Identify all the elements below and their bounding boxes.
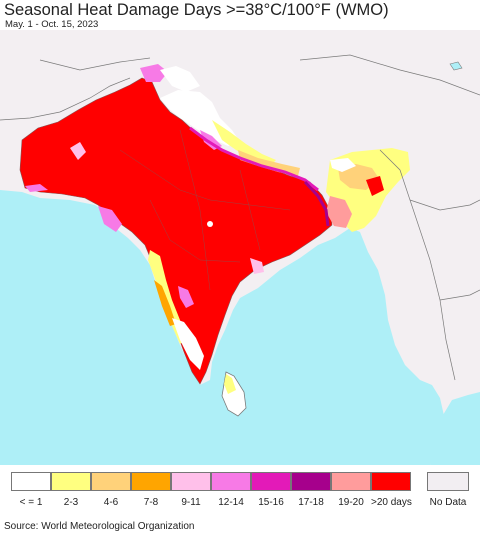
legend-swatch-5 — [171, 472, 211, 491]
legend-label-6: 12-14 — [218, 497, 244, 508]
source-note: Source: World Meteorological Organizatio… — [4, 521, 195, 532]
legend-label-3: 4-6 — [103, 497, 119, 508]
legend-label-5: 9-11 — [181, 497, 201, 508]
bhutan-white — [330, 158, 356, 172]
legend-label-1: < = 1 — [19, 497, 43, 508]
legend-swatch-4 — [131, 472, 171, 491]
legend-label-2: 2-3 — [63, 497, 79, 508]
legend: < = 1 2-3 4-6 7-8 9-11 12-14 15-16 17-18 19-20 >2… — [11, 472, 472, 514]
ocean-andaman — [430, 392, 480, 465]
pak-coast-pink — [25, 184, 48, 192]
legend-swatch-8 — [291, 472, 331, 491]
bangladesh-pink — [326, 196, 352, 228]
legend-swatch-2 — [51, 472, 91, 491]
map-subtitle: May. 1 - Oct. 15, 2023 — [5, 19, 99, 30]
border-lines — [0, 54, 480, 381]
band-purple-east — [303, 180, 330, 227]
lake — [449, 61, 463, 71]
sri-lanka-yellow — [224, 374, 236, 394]
map-title: Seasonal Heat Damage Days >=38°C/100°F (… — [4, 1, 389, 19]
legend-swatch-nodata — [427, 472, 469, 491]
legend-label-nodata: No Data — [429, 497, 467, 508]
legend-label-4: 7-8 — [143, 497, 159, 508]
ghats-white — [172, 318, 204, 370]
legend-swatch-3 — [91, 472, 131, 491]
deccan-pink — [250, 258, 264, 274]
legend-label-8: 17-18 — [298, 497, 324, 508]
ocean — [0, 190, 445, 465]
ghats-orange — [154, 280, 176, 326]
himalaya-yellow — [212, 120, 276, 166]
heat-damage-map — [0, 30, 480, 465]
legend-swatch-1 — [11, 472, 51, 491]
state-borders — [119, 129, 291, 291]
legend-label-7: 15-16 — [258, 497, 284, 508]
pak-west-pink — [70, 142, 86, 160]
legend-swatch-9 — [331, 472, 371, 491]
legend-label-9: 19-20 — [338, 497, 364, 508]
band-magenta-north — [189, 126, 319, 192]
nepal-orange — [238, 150, 300, 176]
legend-swatch-7 — [251, 472, 291, 491]
gujarat-pink — [98, 206, 122, 232]
kashmir-pink — [140, 64, 168, 82]
legend-swatch-6 — [211, 472, 251, 491]
legend-swatch-10 — [371, 472, 411, 491]
kashmir-white — [160, 66, 200, 92]
heat-region-main — [19, 77, 333, 385]
legend-label-10: >20 days — [371, 497, 412, 508]
northeast-red — [366, 176, 384, 196]
ghats-pink — [178, 286, 194, 308]
central-white-spot — [207, 221, 213, 227]
